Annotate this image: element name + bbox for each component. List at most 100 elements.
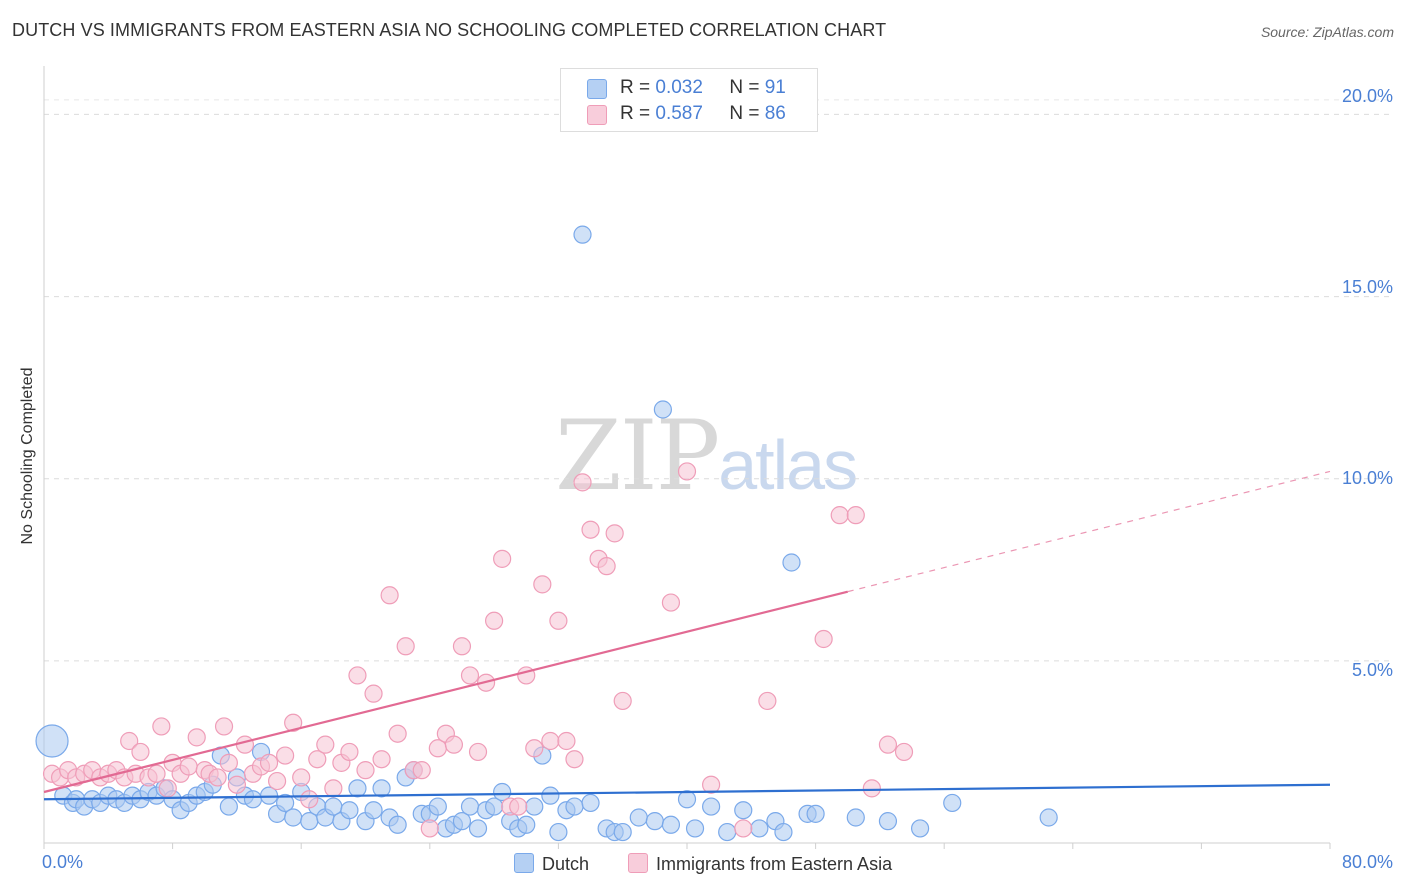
legend-item-eastern-asia[interactable]: Immigrants from Eastern Asia — [628, 853, 892, 875]
r-label: R = — [620, 103, 651, 124]
eastern-asia-point — [356, 761, 375, 780]
dutch-point — [525, 797, 544, 816]
eastern-asia-point — [557, 731, 576, 751]
eastern-asia-point — [235, 735, 255, 754]
dutch-point — [910, 819, 930, 838]
dutch-point — [645, 812, 664, 831]
watermark: ZIPatlas — [555, 400, 858, 512]
eastern-asia-point — [420, 819, 439, 838]
eastern-asia-point — [380, 586, 399, 605]
dutch-point — [372, 779, 391, 798]
chart-title: DUTCH VS IMMIGRANTS FROM EASTERN ASIA NO… — [12, 20, 887, 40]
n-label: N = — [729, 77, 760, 98]
eastern-asia-point — [565, 750, 584, 769]
eastern-asia-point — [661, 593, 681, 612]
eastern-asia-point — [814, 629, 833, 649]
dutch-point — [243, 790, 263, 809]
dutch-point — [549, 822, 568, 842]
r-value: 0.587 — [655, 103, 703, 124]
dutch-point — [35, 724, 69, 758]
source-credit: Source: ZipAtlas.com — [1260, 24, 1394, 40]
dutch-point — [878, 812, 898, 831]
dutch-point — [581, 793, 600, 813]
eastern-asia-point — [460, 666, 480, 685]
legend-label: Immigrants from Eastern Asia — [656, 854, 893, 874]
eastern-asia-point — [348, 666, 367, 685]
dutch-point — [806, 804, 825, 823]
eastern-asia-point — [549, 611, 568, 630]
eastern-asia-point — [214, 717, 234, 736]
dutch-point — [460, 797, 480, 816]
dutch-point — [565, 797, 584, 816]
eastern-asia-point — [581, 520, 600, 539]
dutch-point — [677, 790, 697, 809]
watermark-zip: ZIP — [555, 400, 720, 512]
legend-item-dutch[interactable]: Dutch — [514, 853, 589, 875]
eastern-asia-point — [573, 473, 592, 492]
eastern-asia-point — [396, 637, 415, 656]
dutch-point — [734, 801, 753, 820]
dutch-point — [685, 819, 705, 838]
y-tick-label: 5.0% — [1351, 660, 1393, 680]
dutch-point — [846, 808, 865, 827]
eastern-asia-point — [509, 797, 528, 816]
y-tick-label: 20.0% — [1341, 86, 1393, 106]
eastern-asia-point — [324, 779, 343, 798]
eastern-asia-point — [894, 742, 914, 762]
dutch-point — [1039, 808, 1058, 827]
r-value: 0.032 — [655, 77, 703, 98]
eastern-asia-point — [187, 728, 206, 747]
eastern-asia-point — [292, 768, 311, 787]
dutch-point — [613, 822, 632, 842]
eastern-asia-trend-extension — [847, 470, 1331, 593]
eastern-asia-point — [219, 753, 238, 772]
eastern-asia-point — [468, 742, 488, 762]
dutch-point — [364, 801, 383, 820]
eastern-asia-point — [284, 713, 303, 732]
eastern-asia-point — [152, 717, 171, 736]
eastern-asia-point — [300, 790, 319, 809]
eastern-asia-point — [158, 779, 177, 798]
dutch-point — [661, 815, 681, 834]
eastern-asia-point — [147, 764, 166, 783]
eastern-asia-point — [276, 746, 295, 765]
eastern-asia-point — [702, 775, 721, 794]
eastern-asia-point — [485, 611, 504, 630]
eastern-asia-point — [677, 462, 697, 481]
eastern-asia-point — [372, 750, 391, 769]
eastern-asia-point — [120, 731, 139, 751]
dutch-point — [428, 797, 447, 816]
eastern-asia-point — [525, 739, 544, 758]
eastern-asia-point — [734, 819, 753, 838]
dutch-point — [348, 779, 367, 798]
eastern-asia-point — [388, 724, 407, 743]
dutch-point — [702, 797, 721, 816]
eastern-asia-point — [316, 735, 335, 754]
eastern-asia-point — [758, 691, 777, 711]
eastern-asia-point — [444, 735, 464, 754]
x-tick-label-max: 80.0% — [1341, 852, 1393, 872]
dutch-point — [653, 400, 672, 419]
dutch-point — [468, 819, 488, 838]
eastern-asia-point — [340, 742, 359, 762]
eastern-asia-point — [613, 691, 632, 711]
n-label: N = — [729, 103, 760, 124]
n-value: 91 — [764, 77, 786, 98]
eastern-asia-point — [533, 575, 552, 594]
eastern-asia-point — [846, 506, 865, 525]
eastern-asia-legend-swatch — [628, 853, 648, 873]
dutch-point — [774, 822, 793, 842]
dutch-point — [276, 793, 295, 813]
dutch-point — [629, 808, 648, 827]
dutch-point — [284, 808, 303, 827]
y-tick-label: 15.0% — [1341, 277, 1393, 297]
dutch-swatch — [587, 79, 607, 99]
stats-legend: R = 0.032 N = 91 R = 0.587 N = 86 — [560, 68, 818, 132]
dutch-point — [493, 782, 512, 802]
eastern-asia-point — [878, 735, 898, 754]
dutch-legend-swatch — [514, 853, 534, 873]
eastern-asia-point — [605, 524, 624, 543]
r-label: R = — [620, 77, 651, 98]
eastern-asia-point — [364, 684, 383, 703]
